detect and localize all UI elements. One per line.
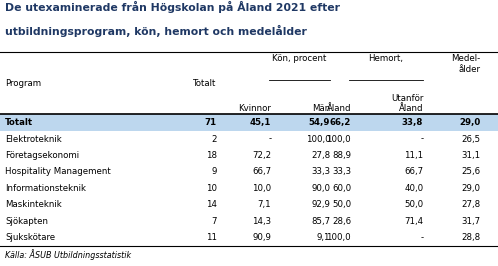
Text: 14: 14 <box>206 200 217 209</box>
Text: 100,0: 100,0 <box>327 135 351 144</box>
Text: 26,5: 26,5 <box>462 135 481 144</box>
Text: Källa: ÅSUB Utbildningsstatistik: Källa: ÅSUB Utbildningsstatistik <box>5 249 131 260</box>
Text: 10: 10 <box>206 184 217 193</box>
Text: 7: 7 <box>211 217 217 226</box>
Text: Sjökapten: Sjökapten <box>5 217 48 226</box>
Text: -: - <box>420 233 423 242</box>
Text: 72,2: 72,2 <box>252 151 271 160</box>
Text: Kön, procent: Kön, procent <box>272 54 327 63</box>
Text: 31,1: 31,1 <box>462 151 481 160</box>
Text: Elektroteknik: Elektroteknik <box>5 135 62 144</box>
Text: 33,3: 33,3 <box>311 168 330 176</box>
Bar <box>0 114 498 131</box>
Text: 54,9: 54,9 <box>309 118 330 127</box>
Text: 11,1: 11,1 <box>404 151 423 160</box>
Text: 66,7: 66,7 <box>252 168 271 176</box>
Text: 7,1: 7,1 <box>258 200 271 209</box>
Text: 100,0: 100,0 <box>306 135 330 144</box>
Text: 25,6: 25,6 <box>462 168 481 176</box>
Text: Medel-
ålder: Medel- ålder <box>451 54 481 74</box>
Text: 28,8: 28,8 <box>462 233 481 242</box>
Text: 50,0: 50,0 <box>332 200 351 209</box>
Text: Totalt: Totalt <box>193 79 217 88</box>
Text: 29,0: 29,0 <box>459 118 481 127</box>
Text: utbildningsprogram, kön, hemort och medelålder: utbildningsprogram, kön, hemort och mede… <box>5 25 307 37</box>
Text: De utexaminerade från Högskolan på Åland 2021 efter: De utexaminerade från Högskolan på Åland… <box>5 1 340 13</box>
Text: 66,7: 66,7 <box>404 168 423 176</box>
Text: -: - <box>420 135 423 144</box>
Text: 100,0: 100,0 <box>327 233 351 242</box>
Text: 9: 9 <box>211 168 217 176</box>
Text: 27,8: 27,8 <box>462 200 481 209</box>
Text: 33,8: 33,8 <box>402 118 423 127</box>
Text: 71,4: 71,4 <box>404 217 423 226</box>
Text: Åland: Åland <box>327 104 351 113</box>
Text: 50,0: 50,0 <box>404 200 423 209</box>
Text: 66,2: 66,2 <box>330 118 351 127</box>
Text: 33,3: 33,3 <box>332 168 351 176</box>
Text: 90,0: 90,0 <box>311 184 330 193</box>
Text: 11: 11 <box>206 233 217 242</box>
Text: Hospitality Management: Hospitality Management <box>5 168 111 176</box>
Text: 45,1: 45,1 <box>250 118 271 127</box>
Text: Hemort,: Hemort, <box>369 54 403 63</box>
Text: 90,9: 90,9 <box>252 233 271 242</box>
Text: 27,8: 27,8 <box>311 151 330 160</box>
Text: 40,0: 40,0 <box>404 184 423 193</box>
Text: 2: 2 <box>211 135 217 144</box>
Text: Sjukskötare: Sjukskötare <box>5 233 55 242</box>
Text: 18: 18 <box>206 151 217 160</box>
Text: -: - <box>268 135 271 144</box>
Text: Program: Program <box>5 79 41 88</box>
Text: Företagsekonomi: Företagsekonomi <box>5 151 79 160</box>
Text: 85,7: 85,7 <box>311 217 330 226</box>
Text: 9,1: 9,1 <box>317 233 330 242</box>
Text: Maskinteknik: Maskinteknik <box>5 200 62 209</box>
Text: 71: 71 <box>205 118 217 127</box>
Text: 28,6: 28,6 <box>332 217 351 226</box>
Text: Utanför
Åland: Utanför Åland <box>391 94 423 113</box>
Text: Kvinnor: Kvinnor <box>239 104 271 113</box>
Text: 92,9: 92,9 <box>311 200 330 209</box>
Text: 31,7: 31,7 <box>462 217 481 226</box>
Text: 29,0: 29,0 <box>462 184 481 193</box>
Text: Informationsteknik: Informationsteknik <box>5 184 86 193</box>
Text: 10,0: 10,0 <box>252 184 271 193</box>
Text: 60,0: 60,0 <box>332 184 351 193</box>
Text: 88,9: 88,9 <box>332 151 351 160</box>
Text: Män: Män <box>312 104 330 113</box>
Text: 14,3: 14,3 <box>252 217 271 226</box>
Text: Totalt: Totalt <box>5 118 33 127</box>
